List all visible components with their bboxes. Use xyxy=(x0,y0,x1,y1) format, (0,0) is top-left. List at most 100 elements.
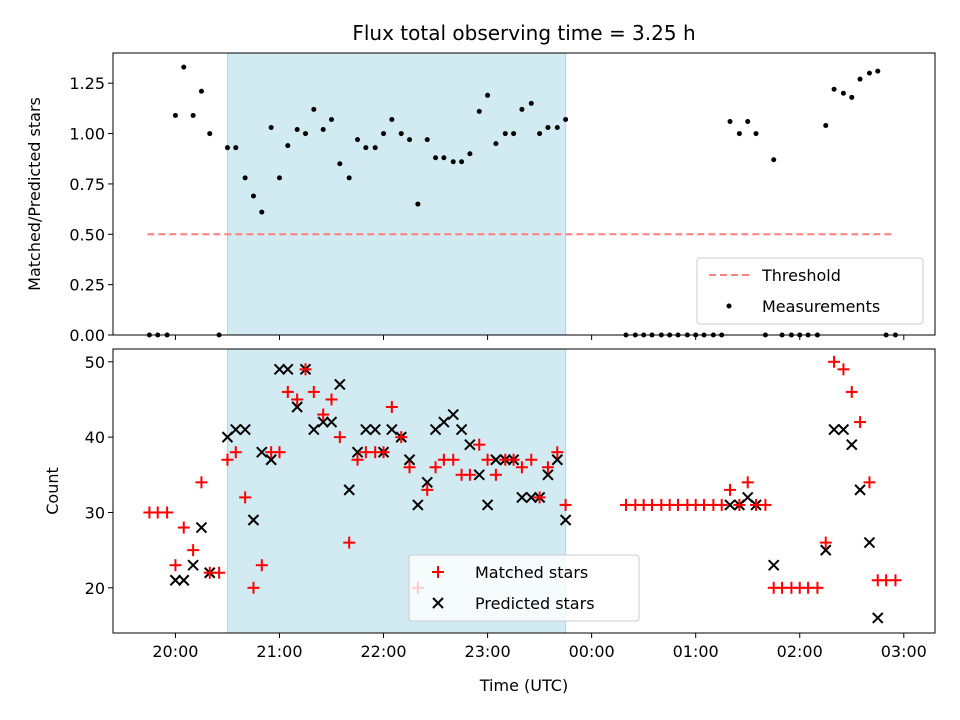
measurement-point xyxy=(294,127,300,133)
measurement-point xyxy=(441,155,447,161)
measurement-point xyxy=(355,137,361,143)
bottom-legend: Matched stars Predicted stars xyxy=(408,554,640,622)
measurement-point xyxy=(857,76,863,82)
matched-star-point xyxy=(299,363,312,376)
measurement-point xyxy=(485,92,491,98)
measurement-point xyxy=(337,161,343,167)
matched-star-point xyxy=(421,483,434,496)
matched-star-point xyxy=(863,476,876,489)
measurement-point xyxy=(381,131,387,137)
predicted-star-point xyxy=(421,476,433,489)
measurement-point xyxy=(433,155,439,161)
predicted-star-point xyxy=(386,423,398,436)
bottom-x-tick-label: 03:00 xyxy=(881,642,927,661)
measurement-point xyxy=(771,157,777,163)
matched-star-point xyxy=(889,574,902,587)
predicted-star-point xyxy=(317,416,329,428)
matched-star-point xyxy=(395,431,408,444)
predicted-star-point xyxy=(178,574,190,586)
predicted-star-point xyxy=(490,454,502,466)
top-y-tick-label: 0.25 xyxy=(69,276,105,295)
measurement-point xyxy=(190,112,196,118)
measurement-point xyxy=(528,100,534,106)
legend-predicted-label: Predicted stars xyxy=(475,594,595,613)
measurement-point xyxy=(268,125,274,131)
bottom-x-tick-label: 00:00 xyxy=(569,642,615,661)
matched-star-point xyxy=(515,461,528,474)
predicted-star-point xyxy=(481,499,494,511)
measurement-point xyxy=(407,137,413,143)
matched-star-point xyxy=(317,408,330,421)
measurement-point xyxy=(467,151,473,157)
measurement-point xyxy=(285,143,291,149)
matched-star-point xyxy=(187,544,200,557)
measurement-point xyxy=(233,145,239,151)
matched-star-point xyxy=(281,385,294,398)
predicted-star-point xyxy=(273,363,286,376)
matched-star-point xyxy=(811,581,824,594)
predicted-star-point xyxy=(265,454,277,466)
matched-star-point xyxy=(551,446,564,459)
predicted-star-point xyxy=(187,559,199,571)
bottom-y-axis-label: Count xyxy=(43,467,62,515)
matched-star-point xyxy=(759,498,772,511)
legend-predicted-swatch xyxy=(432,597,444,609)
predicted-star-point xyxy=(438,416,450,428)
measurement-point xyxy=(207,131,213,137)
matched-star-point xyxy=(239,491,252,504)
legend-measurements-label: Measurements xyxy=(762,297,880,316)
measurement-point xyxy=(840,90,846,96)
matched-star-point xyxy=(481,453,494,466)
count-points xyxy=(143,355,902,624)
measurement-point xyxy=(424,137,430,143)
measurement-point xyxy=(511,131,517,137)
matched-star-point xyxy=(161,506,174,519)
matched-star-point xyxy=(559,498,572,511)
top-y-ticks: 0.00 0.25 0.50 0.75 1.00 1.25 xyxy=(69,74,113,345)
measurement-point xyxy=(831,86,837,92)
matched-star-point xyxy=(325,393,338,406)
matched-star-point xyxy=(533,491,546,504)
measurement-point xyxy=(493,141,499,147)
measurement-point xyxy=(745,118,751,124)
measurement-point xyxy=(311,106,317,112)
measurement-point xyxy=(476,108,482,114)
predicted-star-point xyxy=(516,491,528,504)
matched-star-point xyxy=(724,483,737,496)
bottom-legend-box xyxy=(408,554,640,622)
measurement-point xyxy=(224,145,230,151)
bottom-y-tick-label: 30 xyxy=(85,503,105,522)
measurement-point xyxy=(198,88,204,94)
predicted-star-point xyxy=(325,416,338,428)
measurement-point xyxy=(545,125,551,131)
legend-threshold-label: Threshold xyxy=(761,266,841,285)
matched-star-point xyxy=(351,453,364,466)
measurement-point xyxy=(736,131,742,137)
matched-star-point xyxy=(429,461,442,474)
bottom-x-tick-label: 02:00 xyxy=(777,642,823,661)
predicted-star-point xyxy=(525,491,537,504)
matched-star-point xyxy=(733,498,746,511)
top-panel: 0.00 0.25 0.50 0.75 1.00 1.25 Matched/Predict… xyxy=(25,52,936,345)
bottom-x-tick-label: 22:00 xyxy=(360,642,406,661)
predicted-star-point xyxy=(863,536,876,549)
matched-star-point xyxy=(273,446,286,459)
measurement-point xyxy=(242,175,248,181)
predicted-star-point xyxy=(551,454,564,466)
matched-star-point xyxy=(828,355,841,368)
predicted-star-point xyxy=(820,544,832,556)
measurement-point xyxy=(363,145,369,151)
legend-measurements-swatch xyxy=(726,303,732,309)
predicted-star-point xyxy=(282,363,294,376)
matched-star-point xyxy=(715,498,728,511)
top-legend-box xyxy=(696,257,924,325)
top-y-tick-label: 1.00 xyxy=(69,125,105,144)
predicted-star-point xyxy=(195,521,208,534)
predicted-star-point xyxy=(360,423,372,436)
predicted-star-point xyxy=(343,484,355,496)
bottom-x-tick-label: 20:00 xyxy=(152,642,198,661)
matched-star-point xyxy=(377,446,390,459)
measurement-point xyxy=(259,209,265,215)
measurement-point xyxy=(346,175,352,181)
top-legend: Threshold Measurements xyxy=(696,257,924,325)
